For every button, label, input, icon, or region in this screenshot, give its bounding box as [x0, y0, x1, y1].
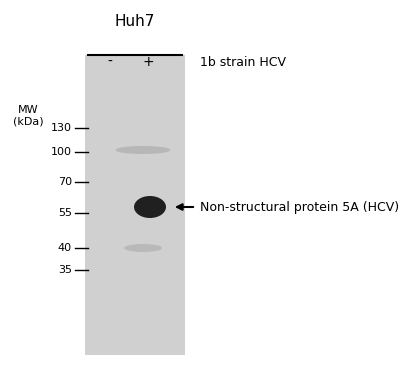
Text: 130: 130: [51, 123, 72, 133]
Text: 1b strain HCV: 1b strain HCV: [200, 55, 286, 68]
Ellipse shape: [116, 146, 170, 154]
Bar: [85, 55, 185, 355]
Text: Huh7: Huh7: [115, 15, 155, 29]
Ellipse shape: [134, 196, 166, 218]
Text: 55: 55: [58, 208, 72, 218]
Text: -: -: [108, 55, 112, 69]
Text: 40: 40: [58, 243, 72, 253]
Text: +: +: [142, 55, 154, 69]
Text: 100: 100: [51, 147, 72, 157]
Text: Non-structural protein 5A (HCV): Non-structural protein 5A (HCV): [200, 201, 399, 214]
Ellipse shape: [124, 244, 162, 252]
Text: 70: 70: [58, 177, 72, 187]
Text: 35: 35: [58, 265, 72, 275]
Text: MW
(kDa): MW (kDa): [13, 105, 43, 126]
